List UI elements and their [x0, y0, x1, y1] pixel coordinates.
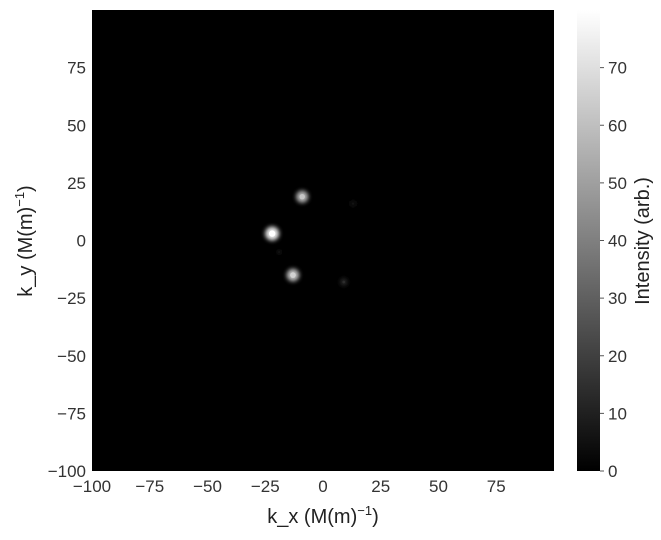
x-tick-label: 0: [318, 477, 327, 496]
y-axis-label: k_y (M(m)−1): [12, 185, 37, 296]
y-tick-label: 0: [77, 232, 86, 251]
colorbar-label: Intensity (arb.): [632, 177, 654, 305]
x-tick-label: 25: [371, 477, 390, 496]
y-tick-label: 75: [67, 59, 86, 78]
peak-layer: [265, 190, 357, 286]
y-tick-label: 50: [67, 116, 86, 135]
y-tick-label: −75: [57, 404, 86, 423]
x-tick-label: −100: [73, 477, 111, 496]
plot-area: [92, 10, 554, 471]
colorbar-ticks: 0 10 20 30 40 50 60 70: [600, 59, 627, 481]
colorbar: [577, 10, 600, 471]
x-tick-label: 75: [487, 477, 506, 496]
y-tick-label: −100: [48, 462, 86, 481]
peak-point: [351, 202, 355, 205]
peak-point: [342, 280, 346, 284]
y-tick-label: −50: [57, 347, 86, 366]
colorbar-tick-label: 10: [608, 404, 627, 423]
colorbar-tick-label: 20: [608, 347, 627, 366]
x-axis-label: k_x (M(m)−1): [267, 503, 378, 528]
colorbar-tick-label: 0: [608, 462, 617, 481]
colorbar-tick-label: 40: [608, 232, 627, 251]
colorbar-tick-label: 30: [608, 289, 627, 308]
x-tick-label: −75: [135, 477, 164, 496]
colorbar-tick-label: 50: [608, 174, 627, 193]
x-axis-ticks: −100 −75 −50 −25 0 25 50 75: [73, 477, 506, 496]
peak-point: [299, 194, 305, 200]
peak-point: [268, 230, 276, 237]
peak-point: [277, 250, 281, 254]
y-tick-label: 25: [67, 174, 86, 193]
x-tick-label: −25: [251, 477, 280, 496]
colorbar-tick-label: 60: [608, 116, 627, 135]
y-axis-ticks: −100 −75 −50 −25 0 25 50 75: [48, 59, 86, 481]
x-tick-label: −50: [193, 477, 222, 496]
peak-point: [290, 272, 296, 278]
x-tick-label: 50: [429, 477, 448, 496]
y-tick-label: −25: [57, 289, 86, 308]
colorbar-tick-label: 70: [608, 59, 627, 78]
